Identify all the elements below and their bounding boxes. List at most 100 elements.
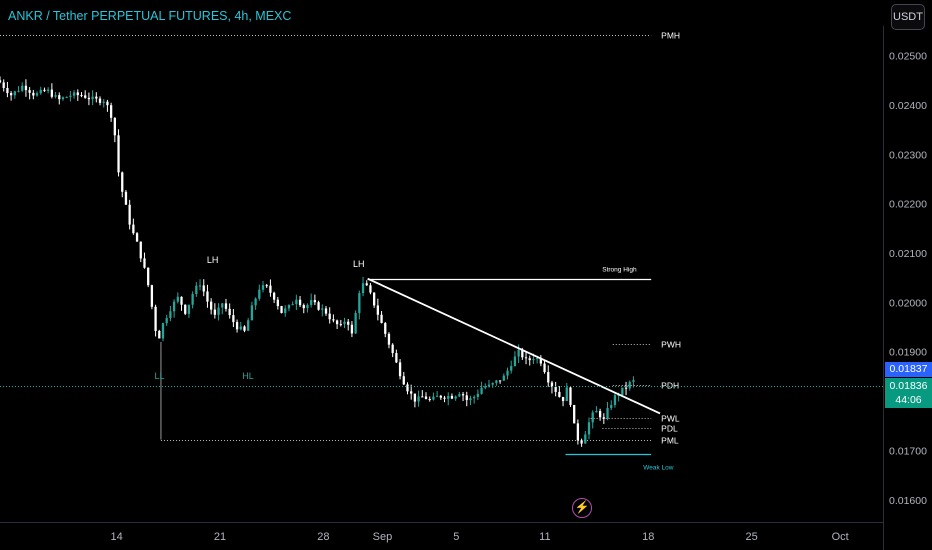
level-label: PML: [661, 436, 679, 446]
time-tick-label: Oct: [832, 531, 849, 543]
time-tick-label: 11: [539, 531, 550, 543]
candle-body: [547, 372, 550, 383]
level-label: PDH: [661, 381, 679, 391]
candle-body: [13, 91, 16, 96]
time-tick-label: 5: [453, 531, 459, 543]
candle-body: [128, 204, 131, 225]
bar-close-price: 0.01836: [889, 380, 928, 392]
candle-body: [384, 323, 387, 334]
candle-body: [447, 395, 450, 399]
candle-body: [6, 87, 9, 94]
candle-body: [465, 395, 468, 401]
candle-body: [506, 370, 509, 376]
candle-body: [298, 299, 302, 306]
candle-body: [484, 386, 487, 388]
candle-body: [247, 320, 250, 331]
candle-body: [439, 395, 442, 398]
candle-body: [554, 386, 557, 392]
candle-body: [228, 308, 231, 316]
currency-button[interactable]: USDT: [891, 4, 925, 30]
candle-body: [328, 313, 331, 320]
level-label: PWH: [661, 340, 681, 350]
candle-body: [539, 358, 542, 364]
candle-body: [480, 387, 483, 394]
candle-body: [165, 318, 168, 324]
time-axis: 14 21 28 Sep 5 11 18 25 Oct: [111, 531, 849, 543]
candle-body: [632, 380, 635, 382]
candle-body: [195, 285, 198, 295]
lightning-bolt-icon[interactable]: ⚡: [572, 498, 592, 518]
candle-body: [139, 241, 142, 259]
candle-body: [324, 308, 328, 314]
candle-body: [365, 283, 368, 286]
descending-trendline[interactable]: [367, 277, 661, 415]
candle-body: [143, 258, 146, 268]
candle-body: [584, 434, 587, 444]
candle-body: [54, 95, 57, 97]
candle-body: [602, 417, 605, 419]
candle-body: [80, 95, 83, 97]
candle-body: [217, 307, 220, 315]
candle-body: [24, 85, 28, 91]
candle-body: [158, 330, 161, 339]
time-tick-label: 18: [642, 531, 654, 543]
candle-body: [610, 404, 613, 409]
candle-body: [50, 89, 54, 97]
candle-body: [291, 304, 294, 306]
candle-body: [169, 311, 172, 319]
candle-body: [176, 296, 179, 302]
candle-body: [206, 291, 209, 302]
candle-body: [369, 285, 372, 293]
candle-body: [87, 97, 91, 100]
candle-body: [221, 303, 224, 308]
time-tick-label: 28: [317, 531, 329, 543]
candle-body: [395, 353, 398, 363]
candle-body: [224, 303, 228, 309]
candle-body: [443, 397, 446, 399]
structure-label: HL: [242, 371, 254, 381]
price-tick-label: 0.02200: [889, 199, 927, 211]
candle-body: [391, 344, 394, 354]
candle-body: [102, 101, 105, 103]
candle-body: [354, 312, 357, 334]
bar-close-tag: 0.01836 44:06: [885, 378, 932, 408]
candle-body: [265, 285, 268, 287]
price-axis: 0.016000.017000.018000.019000.020000.021…: [889, 51, 927, 507]
candle-body: [280, 306, 283, 314]
price-tick-label: 0.01600: [889, 495, 927, 507]
candle-body: [198, 285, 202, 287]
price-tick-label: 0.02100: [889, 248, 927, 260]
candle-body: [469, 398, 472, 401]
candle-body: [532, 359, 535, 361]
candle-body: [458, 394, 461, 397]
candle-body: [250, 305, 254, 321]
candle-body: [58, 95, 61, 100]
candle-body: [339, 324, 342, 326]
candle-body: [61, 97, 65, 100]
candle-body: [117, 135, 120, 173]
candle-body: [417, 396, 420, 402]
candle-body: [313, 300, 317, 303]
candle-body: [284, 308, 287, 314]
candle-body: [517, 349, 520, 357]
candle-body: [376, 305, 379, 315]
candle-body: [487, 384, 491, 387]
candlesticks: [0, 76, 635, 447]
candle-body: [498, 380, 502, 382]
level-label: Weak Low: [643, 465, 674, 472]
candle-body: [573, 404, 576, 424]
price-tick-label: 0.01900: [889, 347, 927, 359]
candle-body: [321, 308, 324, 310]
candle-body: [258, 289, 261, 299]
candle-body: [317, 302, 320, 310]
candle-body: [43, 89, 46, 91]
candle-body: [435, 395, 439, 397]
candle-body: [461, 394, 465, 396]
candle-body: [621, 387, 624, 395]
candle-body: [491, 383, 494, 385]
price-tick-label: 0.02400: [889, 100, 927, 112]
candle-body: [91, 96, 94, 100]
candle-body: [543, 363, 546, 373]
